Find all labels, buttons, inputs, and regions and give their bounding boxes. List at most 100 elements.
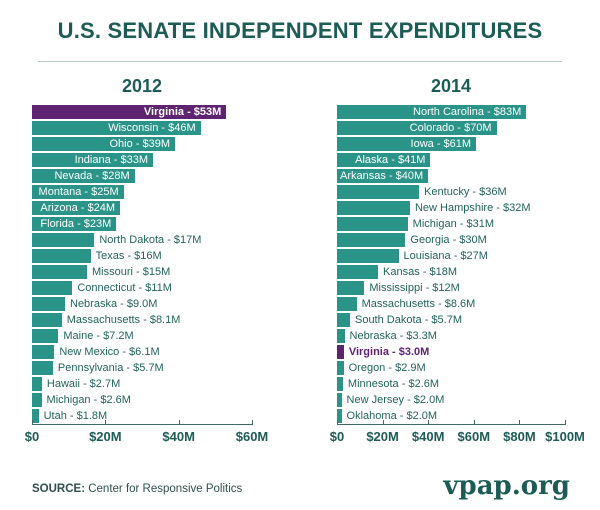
- bar-row: Arkansas - $40M: [337, 168, 565, 184]
- bar-row: Nebraska - $9.0M: [32, 296, 252, 312]
- bar-row: New Jersey - $2.0M: [337, 392, 565, 408]
- bar-label: Florida - $23M: [40, 218, 112, 230]
- bar: [337, 233, 406, 247]
- bar-row: Mississippi - $12M: [337, 280, 565, 296]
- bar-label: Arkansas - $40M: [340, 170, 424, 182]
- bar: [337, 393, 342, 407]
- axis-tick-label: $20M: [366, 429, 399, 444]
- chart-2012: 2012 Virginia - $53M Wisconsin - $46M Ohio…: [25, 76, 269, 448]
- bar-row: Michigan - $2.6M: [32, 392, 252, 408]
- axis-tick: [565, 420, 566, 425]
- bar: Iowa - $61M: [337, 137, 477, 151]
- bar: [32, 345, 55, 359]
- axis-tick: [105, 420, 107, 425]
- bar-label: Missouri - $15M: [92, 266, 171, 278]
- bar-row: Colorado - $70M: [337, 120, 565, 136]
- bar-row: North Carolina - $83M: [337, 104, 565, 120]
- bar: [32, 249, 91, 263]
- bar-label: Michigan - $31M: [412, 218, 494, 230]
- bar-label: Montana - $25M: [38, 186, 119, 198]
- bar-row: Oregon - $2.9M: [337, 360, 565, 376]
- plot-area: Virginia - $53M Wisconsin - $46M Ohio - $3…: [32, 104, 252, 424]
- axis-tick: [428, 420, 430, 425]
- bar: Ohio - $39M: [32, 137, 175, 151]
- bar: Nevada - $28M: [32, 169, 135, 183]
- chart-year-title: 2012: [121, 76, 163, 96]
- bar-label: Ohio - $39M: [109, 138, 170, 150]
- bar-row: Iowa - $61M: [337, 136, 565, 152]
- bar: Indiana - $33M: [32, 153, 153, 167]
- bar-row: Connecticut - $11M: [32, 280, 252, 296]
- bar-label: Kentucky - $36M: [424, 186, 507, 198]
- bar-row: Texas - $16M: [32, 248, 252, 264]
- x-axis: $0 $20M $40M $60M: [25, 420, 268, 448]
- axis-tick: [252, 420, 253, 425]
- bar-label: Indiana - $33M: [74, 154, 148, 166]
- bar-label: North Carolina - $83M: [413, 106, 522, 118]
- bar-row: Ohio - $39M: [32, 136, 252, 152]
- bar-label: Nebraska - $9.0M: [70, 298, 158, 310]
- bar: [337, 409, 342, 423]
- bar: [32, 297, 65, 311]
- bar: [337, 329, 345, 343]
- bar: [337, 361, 344, 375]
- bar-row: Wisconsin - $46M: [32, 120, 252, 136]
- bar-label: Massachusetts - $8.1M: [66, 314, 181, 326]
- bar-label: Colorado - $70M: [409, 122, 492, 134]
- bar-row: Maine - $7.2M: [32, 328, 252, 344]
- bar: [32, 329, 59, 343]
- plot-area: North Carolina - $83M Colorado - $70M Iowa…: [337, 104, 565, 424]
- bar: [337, 201, 410, 215]
- bar: [32, 361, 53, 375]
- bar: [337, 377, 343, 391]
- axis-tick-label: $40M: [162, 429, 195, 444]
- bar-label: Mississippi - $12M: [369, 282, 460, 294]
- axis-tick-label: $0: [329, 429, 345, 444]
- axis-tick: [32, 420, 33, 425]
- bar: [337, 297, 357, 311]
- bar-row: Alaska - $41M: [337, 152, 565, 168]
- bar-label: Utah - $1.8M: [43, 410, 108, 422]
- bar-row: New Mexico - $6.1M: [32, 344, 252, 360]
- bar: [337, 265, 379, 279]
- axis-tick-label: $60M: [235, 429, 269, 444]
- bar: [337, 217, 408, 231]
- vpap-logo[interactable]: vpap.org: [443, 471, 570, 501]
- bar-label: Kansas - $18M: [383, 266, 458, 278]
- bar-row: Kansas - $18M: [337, 264, 565, 280]
- bar-row: Nebraska - $3.3M: [337, 328, 565, 344]
- bar: [32, 377, 42, 391]
- bar-label: Pennsylvania - $5.7M: [57, 362, 164, 374]
- bar-row: South Dakota - $5.7M: [337, 312, 565, 328]
- page-title: U.S. SENATE INDEPENDENT EXPENDITURES: [57, 18, 543, 43]
- axis-tick: [382, 420, 384, 425]
- bar: [32, 313, 62, 327]
- bar-row: Pennsylvania - $5.7M: [32, 360, 252, 376]
- bar-label: Nebraska - $3.3M: [349, 330, 437, 342]
- source-text: Center for Responsive Politics: [85, 483, 243, 495]
- chart-year-title: 2014: [430, 76, 472, 96]
- chart-2014: 2014 North Carolina - $83M Colorado - $70…: [330, 76, 585, 448]
- bar-row: Florida - $23M: [32, 216, 252, 232]
- bar-row: Massachusetts - $8.1M: [32, 312, 252, 328]
- bar: [337, 313, 350, 327]
- bar-label: North Dakota - $17M: [99, 234, 202, 246]
- axis-tick-label: $40M: [411, 429, 445, 444]
- bar: [32, 393, 42, 407]
- bar-row: Virginia - $53M: [32, 104, 252, 120]
- bar-row: Virginia - $3.0M: [337, 344, 565, 360]
- bar-label: Hawaii - $2.7M: [46, 378, 121, 390]
- bar: Wisconsin - $46M: [32, 121, 201, 135]
- axis-tick-label: $0: [24, 429, 40, 444]
- bar-label: New Mexico - $6.1M: [59, 346, 160, 358]
- bar-row: North Dakota - $17M: [32, 232, 252, 248]
- bar-label: South Dakota - $5.7M: [354, 314, 462, 326]
- bar: [337, 249, 399, 263]
- bar-row: Georgia - $30M: [337, 232, 565, 248]
- bar-label: Arizona - $24M: [40, 202, 115, 214]
- bar-row: Nevada - $28M: [32, 168, 252, 184]
- bar: Colorado - $70M: [337, 121, 497, 135]
- axis-tick-label: $20M: [89, 429, 122, 444]
- bar-label: Oklahoma - $2.0M: [346, 410, 438, 422]
